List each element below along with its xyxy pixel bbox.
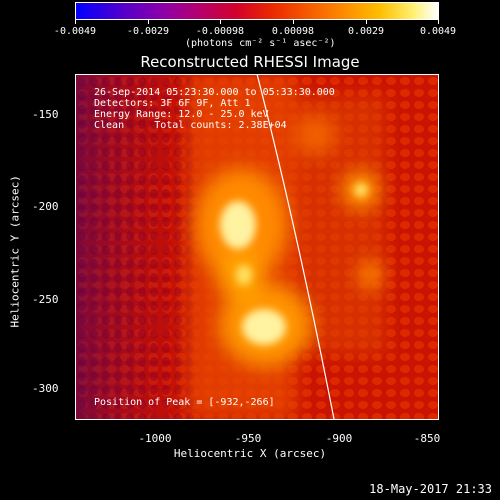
colorbar-label: -0.0049 xyxy=(53,26,97,37)
x-tick-label: -950 xyxy=(234,432,262,445)
colorbar-label: 0.0049 xyxy=(419,26,457,37)
rhessi-map xyxy=(76,75,438,419)
colorbar-tick xyxy=(438,19,439,24)
time-range: 26-Sep-2014 05:23:30.000 to 05:33:30.000 xyxy=(94,87,335,98)
colorbar-label: 0.00098 xyxy=(271,26,315,37)
colorbar-tick xyxy=(75,19,76,24)
colorbar-units: (photons cm⁻² s⁻¹ asec⁻²) xyxy=(185,38,336,49)
colorbar-tick xyxy=(366,19,367,24)
colorbar xyxy=(75,2,439,20)
y-axis-label: Heliocentric Y (arcsec) xyxy=(8,175,22,328)
y-tick-label: -300 xyxy=(32,382,59,395)
energy-range: Energy Range: 12.0 - 25.0 keV xyxy=(94,109,269,120)
plot-title: Reconstructed RHESSI Image xyxy=(140,53,360,71)
total-counts: Clean Total counts: 2.38E+04 xyxy=(94,120,287,131)
colorbar-label: -0.00098 xyxy=(195,26,245,37)
y-tick-label: -150 xyxy=(32,108,59,121)
x-tick-label: -1000 xyxy=(138,432,172,445)
colorbar-tick xyxy=(220,19,221,24)
colorbar-tick xyxy=(293,19,294,24)
solar-image xyxy=(75,74,439,420)
colorbar-label: 0.0029 xyxy=(347,26,385,37)
x-axis-label: Heliocentric X (arcsec) xyxy=(173,447,327,460)
limb-line xyxy=(256,75,335,419)
colorbar-label: -0.0029 xyxy=(126,26,170,37)
x-tick-label: -900 xyxy=(325,432,353,445)
detectors: Detectors: 3F 6F 9F, Att 1 xyxy=(94,98,251,109)
colorbar-tick xyxy=(148,19,149,24)
timestamp: 18-May-2017 21:33 xyxy=(369,482,492,496)
peak-position: Position of Peak = [-932,-266] xyxy=(94,397,275,408)
y-tick-label: -250 xyxy=(32,293,59,306)
y-tick-label: -200 xyxy=(32,200,59,213)
x-tick-label: -850 xyxy=(413,432,441,445)
